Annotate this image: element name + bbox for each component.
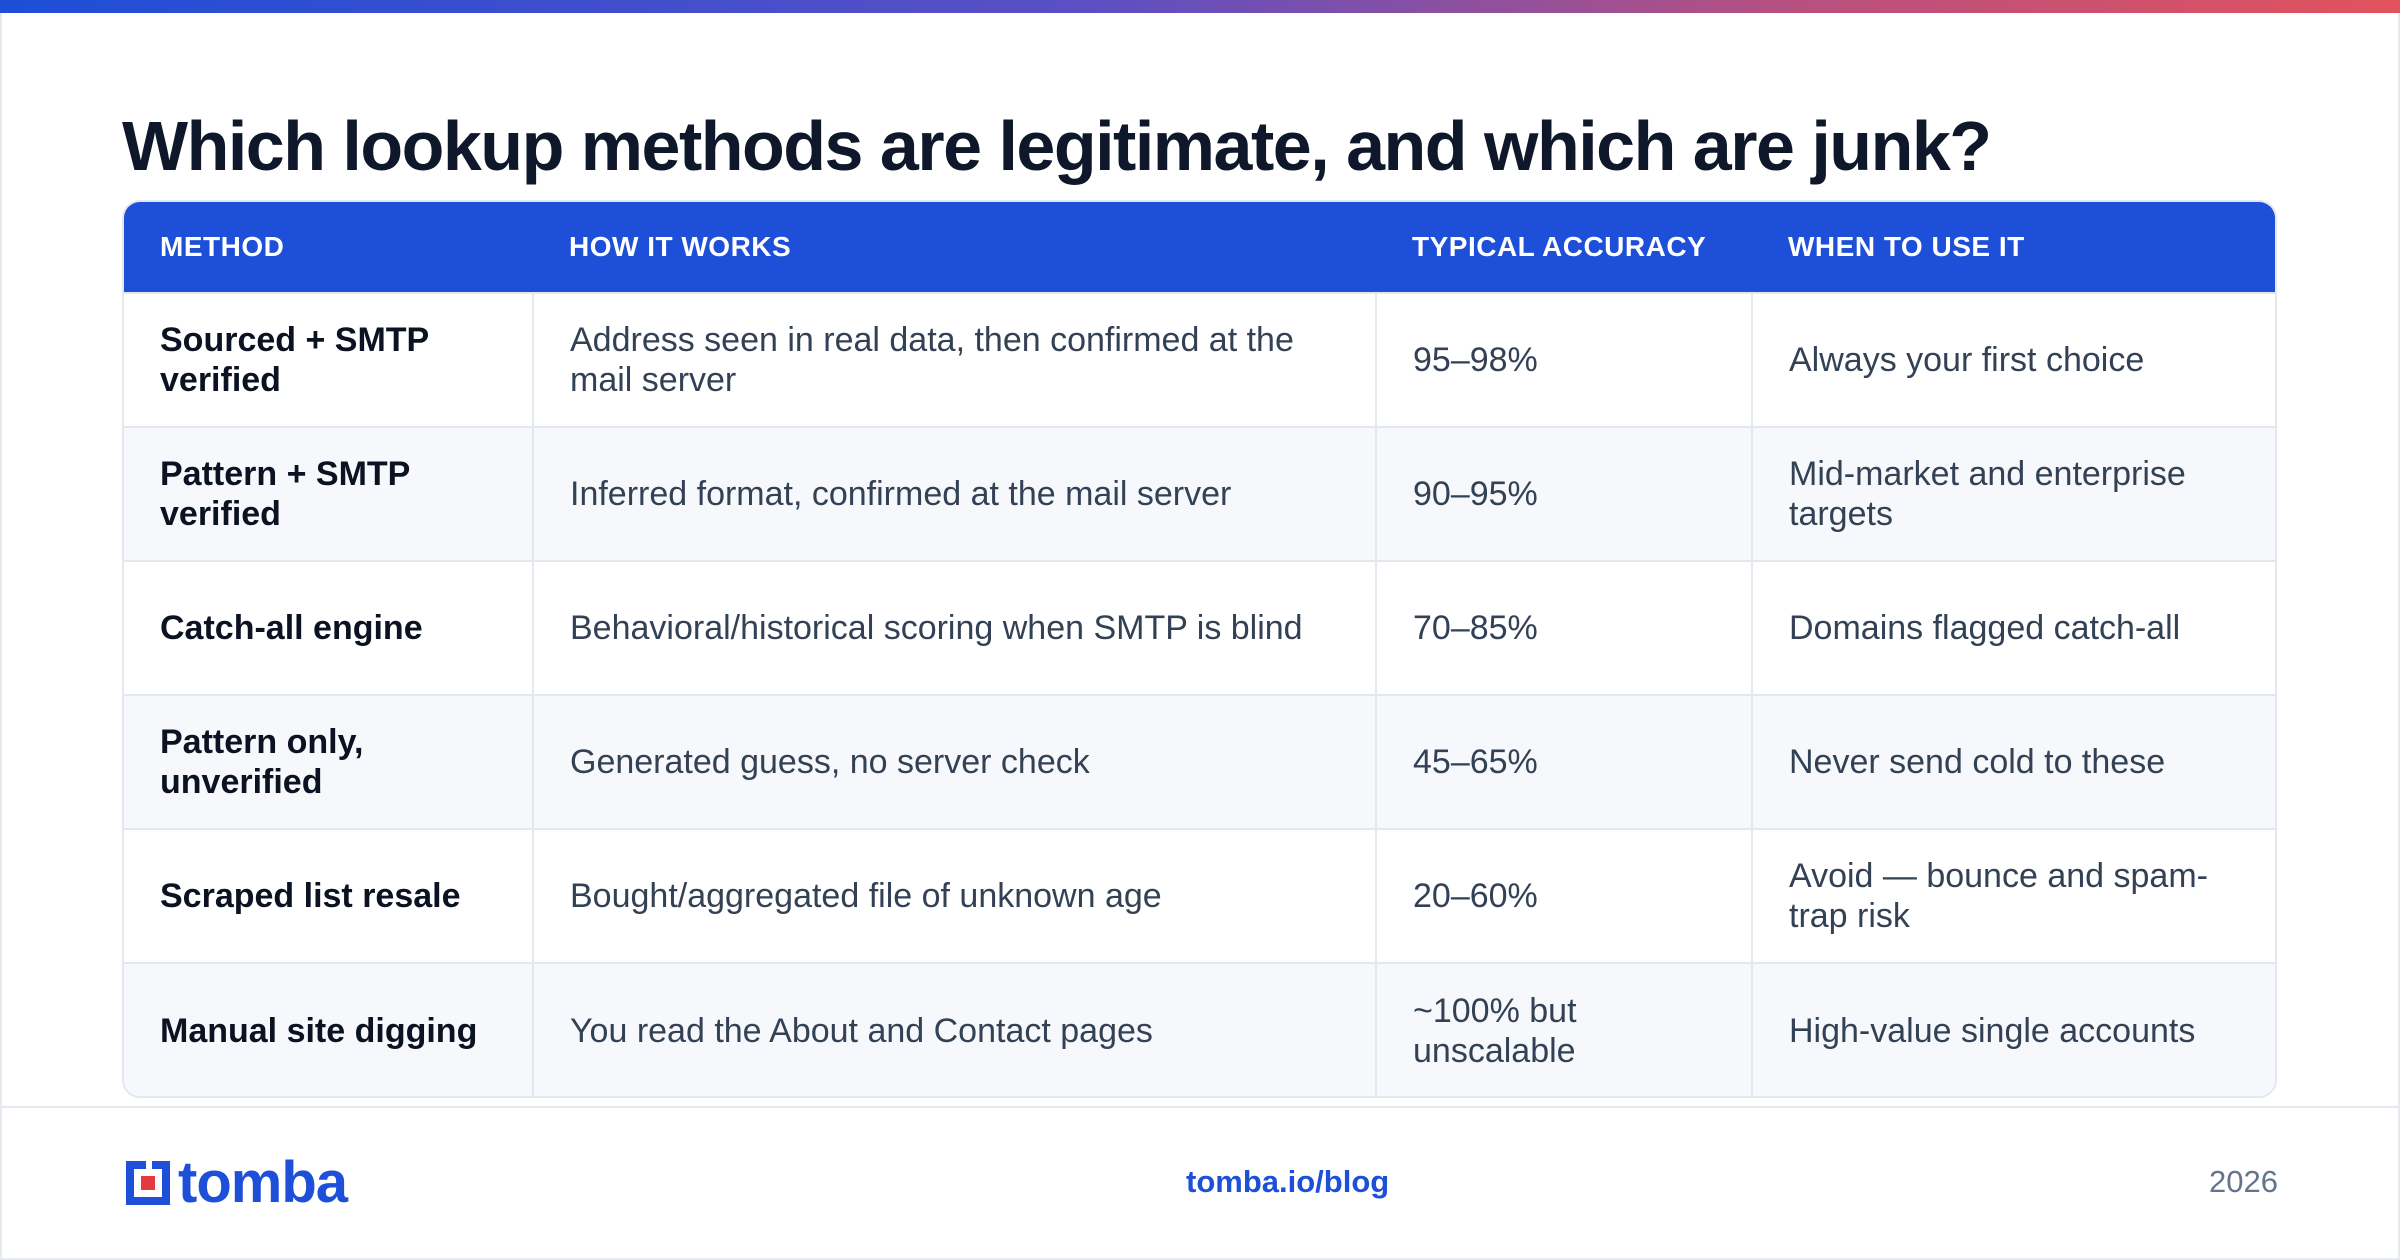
cell-method: Sourced + SMTP verified [124,292,533,427]
cell-when-to-use: High-value single accounts [1751,962,2275,1096]
cell-accuracy: 70–85% [1375,560,1752,695]
cell-method: Pattern + SMTP verified [124,426,533,561]
cell-when-to-use: Mid-market and enterprise targets [1751,426,2275,561]
table-row: Pattern only, unverified Generated guess… [124,694,2275,829]
cell-accuracy: 45–65% [1375,694,1752,829]
cell-how-it-works: Address seen in real data, then confirme… [532,292,1376,427]
cell-when-to-use: Avoid — bounce and spam-trap risk [1751,828,2275,963]
logo-wordmark: tomba [178,1150,348,1215]
page-frame [0,13,2400,1260]
header-how-it-works: HOW IT WORKS [569,231,792,262]
cell-how-it-works: Bought/aggregated file of unknown age [532,828,1376,963]
cell-method: Manual site digging [124,962,533,1096]
cell-how-it-works: Inferred format, confirmed at the mail s… [532,426,1376,561]
cell-how-it-works: Behavioral/historical scoring when SMTP … [532,560,1376,695]
footer-year: 2026 [2209,1164,2278,1199]
cell-accuracy: 90–95% [1375,426,1752,561]
cell-method: Scraped list resale [124,828,533,963]
tomba-logo: tomba [122,1150,348,1215]
header-when-to-use: WHEN TO USE IT [1788,231,2025,262]
table-row: Manual site digging You read the About a… [124,962,2275,1096]
comparison-table: METHOD HOW IT WORKS TYPICAL ACCURACY WHE… [122,200,2277,1098]
cell-accuracy: ~100% but unscalable [1375,962,1752,1096]
table-row: Scraped list resale Bought/aggregated fi… [124,828,2275,963]
cell-method: Pattern only, unverified [124,694,533,829]
cell-when-to-use: Always your first choice [1751,292,2275,427]
header-typical-accuracy: TYPICAL ACCURACY [1412,231,1707,262]
cell-accuracy: 20–60% [1375,828,1752,963]
header-method: METHOD [160,231,285,262]
table-row: Catch-all engine Behavioral/historical s… [124,560,2275,695]
top-gradient-bar [0,0,2400,13]
tomba-logo-icon [126,1161,170,1205]
footer-divider [0,1106,2400,1108]
cell-accuracy: 95–98% [1375,292,1752,427]
table-row: Pattern + SMTP verified Inferred format,… [124,426,2275,561]
table-row: Sourced + SMTP verified Address seen in … [124,292,2275,427]
blog-link[interactable]: tomba.io/blog [1186,1164,1390,1199]
cell-method: Catch-all engine [124,560,533,695]
cell-when-to-use: Never send cold to these [1751,694,2275,829]
cell-how-it-works: Generated guess, no server check [532,694,1376,829]
page-title: Which lookup methods are legitimate, and… [122,107,1992,185]
table-header-row: METHOD HOW IT WORKS TYPICAL ACCURACY WHE… [124,202,2275,293]
cell-when-to-use: Domains flagged catch-all [1751,560,2275,695]
cell-how-it-works: You read the About and Contact pages [532,962,1376,1096]
